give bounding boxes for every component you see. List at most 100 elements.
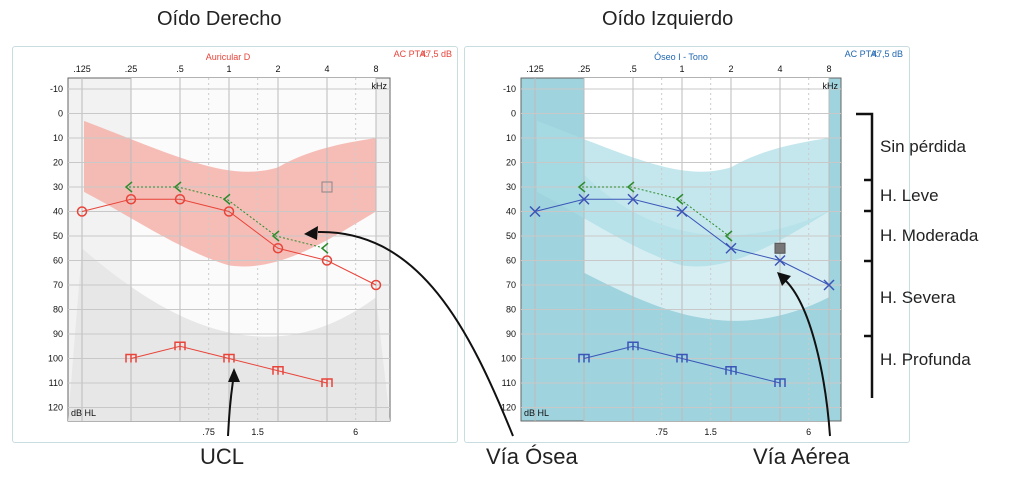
bone-point-chevron	[724, 230, 733, 242]
db-tick-label: 110	[49, 378, 63, 388]
unit-x-label: kHz	[823, 81, 839, 91]
db-tick-label: -10	[503, 84, 516, 94]
degree-label-profound: H. Profunda	[880, 350, 971, 369]
bone-point-chevron	[320, 242, 329, 254]
air-conduction-label: Vía Aérea	[753, 444, 850, 469]
freq-tick-label: 2	[275, 64, 280, 74]
air-point-x	[725, 242, 737, 254]
chart-header: Auricular D	[206, 52, 251, 62]
degree-bracket	[856, 112, 874, 398]
air-point-x	[529, 205, 541, 218]
air-point-x	[627, 193, 639, 205]
air-line	[81, 198, 377, 286]
db-tick-label: 20	[506, 158, 516, 168]
inter-tick-label: 1.5	[251, 427, 264, 437]
ucl-arrow-head	[228, 368, 240, 382]
bone-line	[129, 186, 326, 249]
air-point-circle	[272, 243, 284, 254]
db-tick-label: 20	[53, 158, 63, 168]
degree-label-none: Sin pérdida	[880, 137, 967, 156]
air-point-circle	[370, 279, 382, 291]
freq-tick-label: .25	[578, 64, 591, 74]
inter-tick-label: 6	[806, 427, 811, 437]
unit-y-label: dB HL	[71, 408, 96, 418]
air-point-circle	[125, 194, 137, 205]
bone-point-chevron	[222, 193, 231, 205]
degree-label-moderate: H. Moderada	[880, 226, 979, 245]
bone-line	[582, 186, 730, 237]
ucl-point	[321, 378, 333, 387]
db-tick-label: 30	[53, 182, 63, 192]
freq-tick-label: .5	[176, 64, 184, 74]
ucl-point	[725, 366, 737, 375]
freq-tick-label: 1	[226, 64, 231, 74]
ucl-point	[174, 341, 186, 351]
freq-tick-label: .5	[629, 64, 637, 74]
unit-y-label: dB HL	[524, 408, 549, 418]
freq-tick-label: 8	[373, 64, 378, 74]
db-tick-label: 120	[48, 403, 63, 413]
right-ear-chart: .125 .25 .5 1 2 4 8 .75 1.5 6 -10 0 10 20 30 40 50 60 70 80…	[48, 49, 452, 437]
inter-tick-label: .75	[655, 427, 668, 437]
db-tick-label: 80	[53, 305, 63, 315]
db-tick-label: 10	[53, 133, 63, 143]
air-point-x	[676, 205, 688, 218]
unit-x-label: kHz	[372, 81, 388, 91]
db-tick-label: 60	[53, 256, 63, 266]
degree-label-mild: H. Leve	[880, 186, 939, 205]
freq-tick-label: 4	[777, 64, 782, 74]
left-ear-chart: .125 .25 .5 1 2 4 8 .75 1.5 6 -10 0 10 20 30 40 50 60 70 80…	[501, 49, 903, 437]
ucl-point	[125, 353, 137, 363]
pta-label: AC PTA:	[845, 49, 879, 59]
ucl-point	[272, 366, 284, 375]
bone-point-chevron	[577, 181, 586, 193]
ucl-point	[578, 353, 590, 363]
db-tick-label: 50	[53, 231, 63, 241]
air-point-x	[823, 279, 835, 291]
db-tick-label: 50	[506, 231, 516, 241]
db-tick-label: 60	[506, 256, 516, 266]
freq-tick-label: .125	[526, 64, 544, 74]
db-tick-label: 30	[506, 182, 516, 192]
air-point-circle	[174, 194, 186, 205]
air-arrow	[783, 278, 831, 437]
db-tick-label: 40	[506, 207, 516, 217]
pta-value: 47,5 dB	[872, 49, 903, 59]
db-tick-label: 120	[501, 403, 516, 413]
air-point-circle	[76, 206, 88, 217]
bone-conduction-label: Vía Ósea	[486, 444, 578, 469]
bone-arrow	[317, 230, 514, 437]
db-tick-label: 40	[53, 207, 63, 217]
annotation-arrows	[227, 112, 874, 437]
pta-label: AC PTA:	[394, 49, 428, 59]
masked-marker	[774, 242, 786, 254]
freq-tick-label: 1	[679, 64, 684, 74]
air-point-x	[774, 254, 786, 267]
freq-tick-label: 4	[324, 64, 329, 74]
masked-marker	[321, 181, 333, 193]
db-tick-label: 100	[48, 354, 63, 364]
air-point-circle	[321, 255, 333, 266]
db-tick-label: 100	[501, 354, 516, 364]
speech-banana	[537, 120, 829, 267]
bone-point-chevron	[173, 181, 182, 193]
freq-tick-label: 8	[826, 64, 831, 74]
db-tick-label: 0	[511, 109, 516, 119]
right-ear-title: Oído Derecho	[157, 8, 282, 30]
db-tick-label: 10	[506, 133, 516, 143]
degree-label-severe: H. Severa	[880, 288, 956, 307]
bone-point-chevron	[124, 181, 133, 193]
db-tick-label: 90	[506, 329, 516, 339]
ucl-point	[627, 341, 639, 351]
inter-tick-label: 1.5	[704, 427, 717, 437]
chart-header: Óseo I - Tono	[654, 52, 708, 62]
db-tick-label: 90	[53, 329, 63, 339]
left-ear-title: Oído Izquierdo	[602, 8, 734, 30]
air-arrow-head	[777, 272, 791, 286]
inter-tick-label: 6	[353, 427, 358, 437]
pta-value: 47,5 dB	[421, 49, 452, 59]
ucl-label: UCL	[200, 444, 245, 469]
speech-banana	[84, 120, 376, 267]
db-tick-label: 70	[506, 280, 516, 290]
